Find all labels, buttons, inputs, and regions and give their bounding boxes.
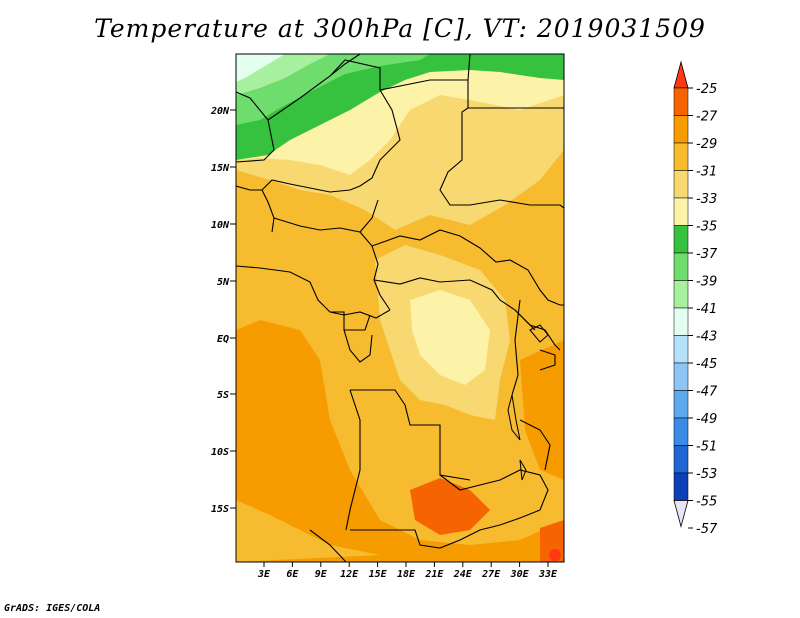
- lon-tick-label: 33E: [538, 569, 558, 580]
- colorbar-segment: [673, 225, 689, 254]
- lat-tick-label: 15N: [211, 163, 230, 174]
- colorbar-top-arrow: [673, 60, 689, 89]
- colorbar-segment: [673, 362, 689, 391]
- colorbar-segment: [673, 417, 689, 446]
- colorbar-label: -25: [696, 82, 717, 97]
- colorbar-label: -49: [696, 412, 717, 427]
- lat-tick-label: 5N: [217, 277, 230, 288]
- colorbar-label: -57: [696, 522, 718, 537]
- colorbar-segment: [673, 115, 689, 144]
- colorbar-label: -51: [696, 440, 717, 455]
- colorbar-label: -53: [696, 467, 717, 482]
- colorbar-label: -37: [696, 247, 718, 262]
- map-frame: [235, 53, 565, 563]
- colorbar-label: -39: [696, 275, 717, 290]
- colorbar-segment: [673, 390, 689, 419]
- lat-tick-label: 10N: [211, 220, 230, 231]
- colorbar-segment: [673, 252, 689, 281]
- country-borders: [236, 54, 564, 562]
- lon-tick-label: 18E: [397, 569, 416, 580]
- grads-credit: GrADS: IGES/COLA: [4, 603, 101, 614]
- longitude-axis: 3E 6E 9E 12E 15E 18E 21E 24E 27E 30E 33E: [257, 562, 558, 580]
- lon-tick-label: 15E: [369, 569, 388, 580]
- colorbar-label: -33: [696, 192, 717, 207]
- colorbar: -25 -27 -29 -31 -33 -35 -37 -39 -41 -43 -45 -47 -49 -…: [673, 60, 718, 537]
- colorbar-label: -29: [696, 137, 717, 152]
- lat-tick-label: EQ: [217, 334, 229, 345]
- lon-tick-label: 3E: [257, 569, 271, 580]
- colorbar-segment: [673, 280, 689, 309]
- colorbar-label: -31: [696, 165, 717, 180]
- colorbar-label: -43: [696, 330, 717, 345]
- colorbar-label: -45: [696, 357, 717, 372]
- lat-tick-label: 20N: [210, 106, 230, 117]
- colorbar-segment: [673, 335, 689, 364]
- lat-tick-label: 10S: [211, 447, 229, 458]
- colorbar-label: -41: [696, 302, 717, 317]
- lon-tick-label: 24E: [453, 569, 473, 580]
- colorbar-segment: [673, 197, 689, 226]
- lon-tick-label: 9E: [315, 569, 328, 580]
- colorbar-segment: [673, 472, 689, 501]
- colorbar-label: -35: [696, 220, 717, 235]
- colorbar-bottom-arrow: [673, 500, 689, 529]
- lon-tick-label: 27E: [481, 569, 501, 580]
- colorbar-segment: [673, 170, 689, 199]
- colorbar-segment: [673, 445, 689, 474]
- colorbar-segment: [673, 142, 689, 171]
- colorbar-label: -27: [696, 110, 718, 125]
- lon-tick-label: 12E: [340, 569, 359, 580]
- colorbar-label: -55: [696, 495, 717, 510]
- lon-tick-label: 21E: [424, 569, 444, 580]
- lakes: [507, 324, 549, 481]
- lon-tick-label: 6E: [286, 569, 299, 580]
- colorbar-segment: [673, 87, 689, 116]
- latitude-axis: 20N 15N 10N 5N EQ 5S 10S 15S: [210, 106, 236, 515]
- chart-title: Temperature at 300hPa [C], VT: 201903150…: [94, 14, 706, 43]
- colorbar-label: -47: [696, 385, 718, 400]
- lon-tick-label: 30E: [510, 569, 530, 580]
- temperature-field: [236, 54, 564, 562]
- colorbar-segment: [673, 307, 689, 336]
- lat-tick-label: 15S: [211, 504, 229, 515]
- lat-tick-label: 5S: [217, 390, 229, 401]
